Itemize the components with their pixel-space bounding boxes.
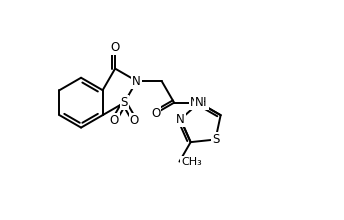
Text: O: O (130, 114, 139, 127)
Text: N: N (176, 113, 185, 126)
Text: NH: NH (190, 96, 208, 109)
Text: O: O (151, 107, 160, 120)
Text: CH₃: CH₃ (181, 157, 202, 167)
Text: O: O (110, 41, 120, 54)
Text: S: S (212, 133, 219, 146)
Text: N: N (132, 75, 141, 88)
Text: O: O (109, 114, 119, 127)
Text: N: N (195, 96, 203, 109)
Text: S: S (120, 96, 128, 109)
